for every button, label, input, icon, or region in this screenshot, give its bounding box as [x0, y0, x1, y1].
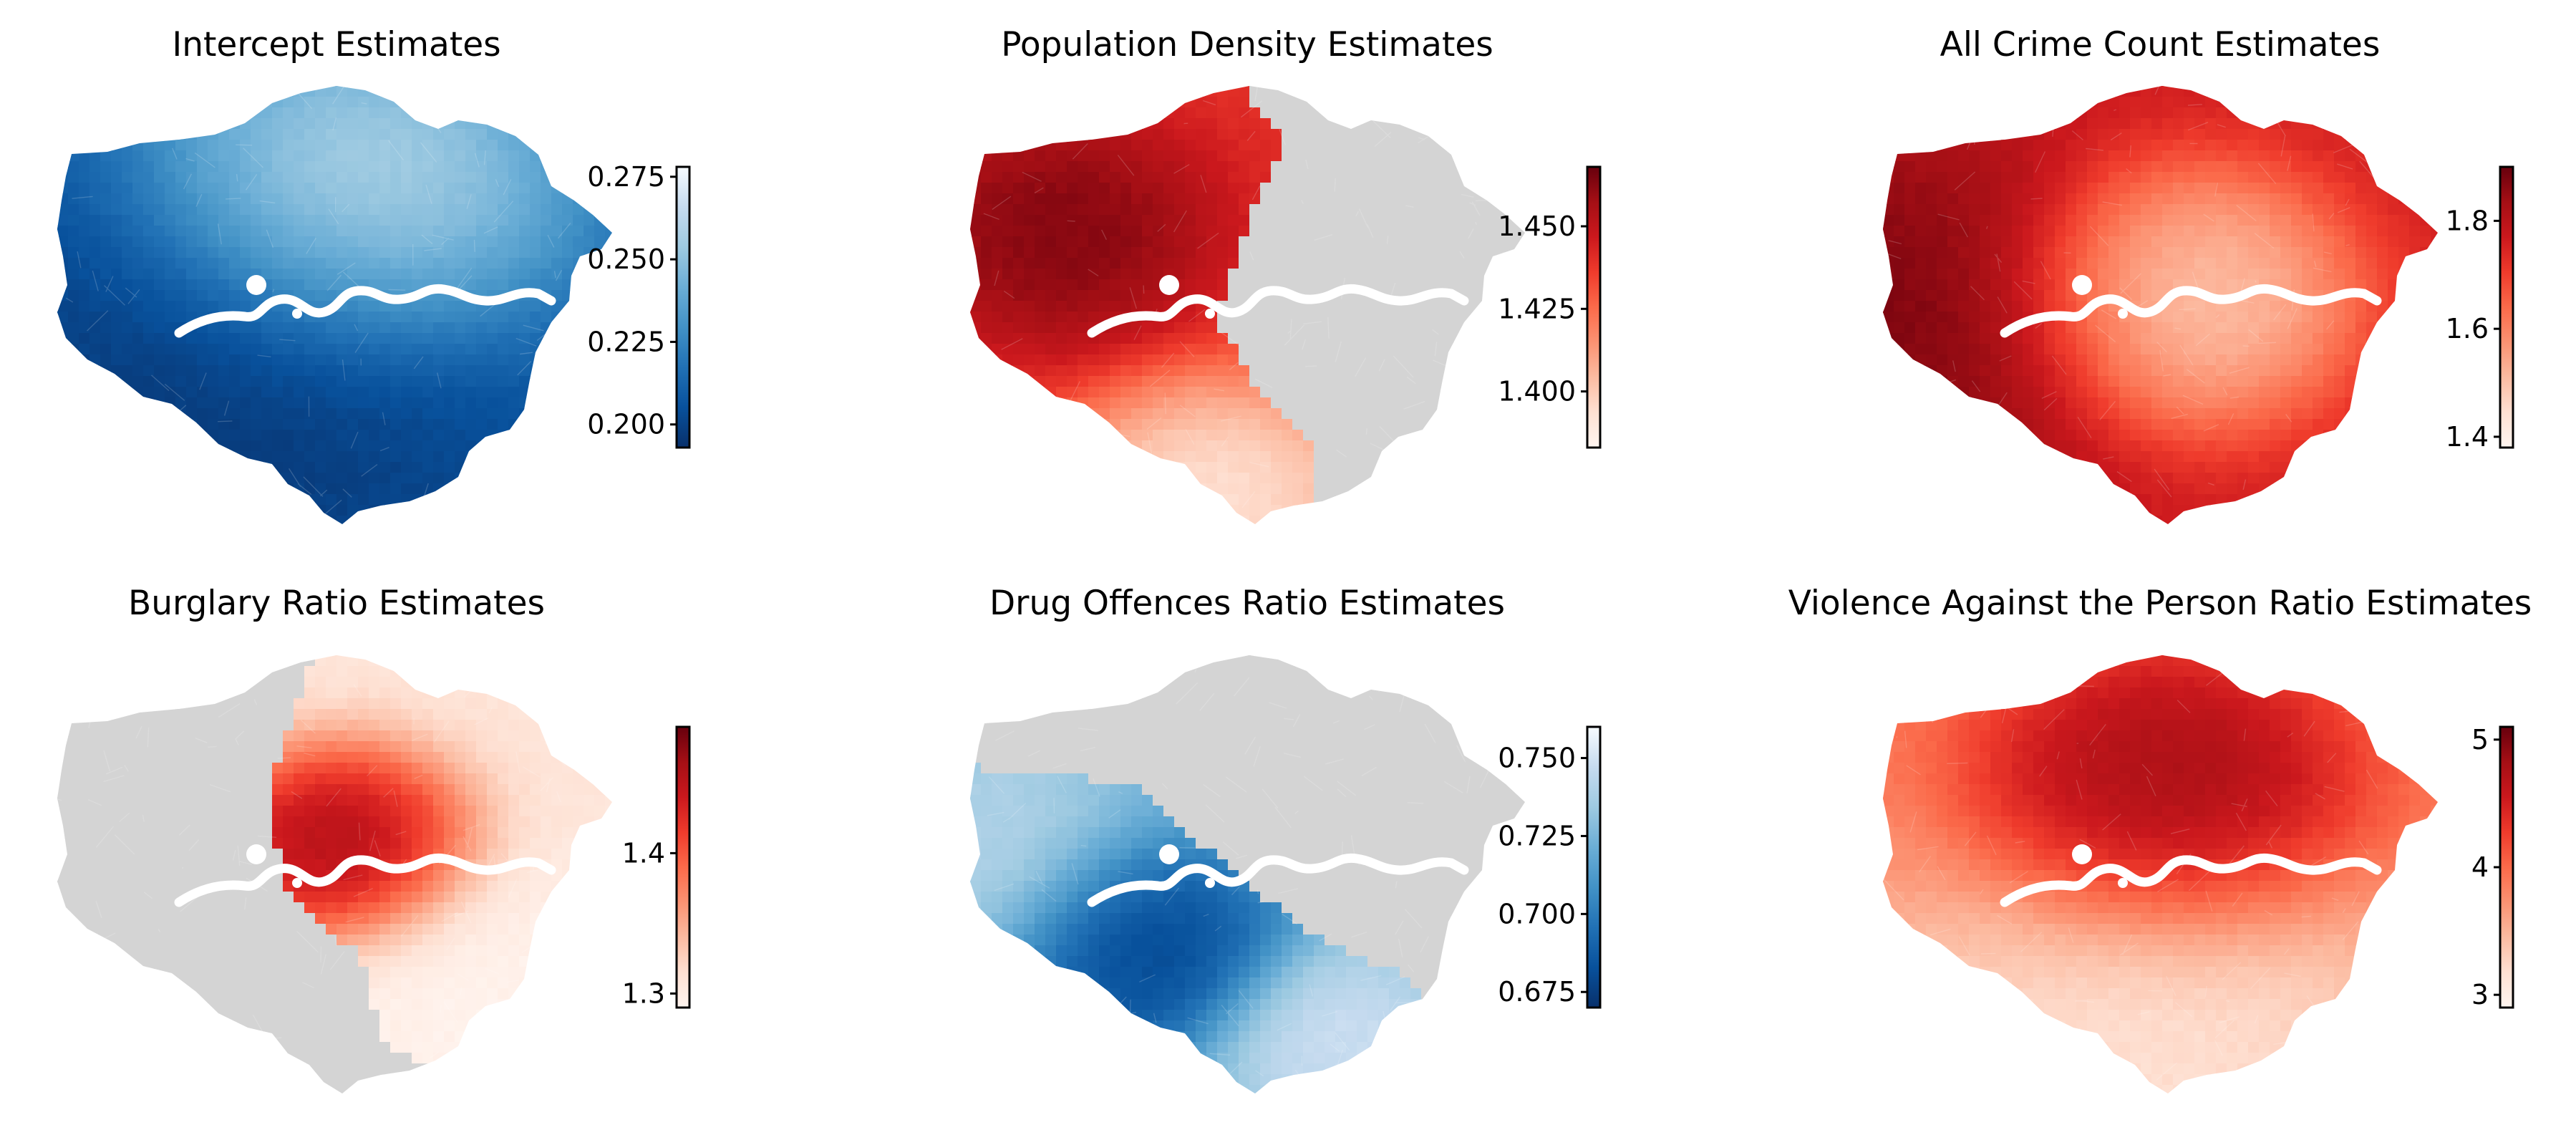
city-of-london-hole [2072, 844, 2092, 864]
colorbar-tick-label: 0.750 [1498, 743, 1576, 774]
colorbar-tick-label: 0.200 [587, 409, 665, 440]
colorbar-gradient [1587, 167, 1600, 448]
panel-title: Burglary Ratio Estimates [128, 584, 545, 623]
panel-population-density-estimates: Population Density Estimates 1.4001.4251… [970, 25, 1602, 524]
colorbar-tick-label: 1.4 [622, 837, 665, 869]
panel-burglary-ratio-estimates: Burglary Ratio Estimates 1.3 1.4 [57, 584, 691, 1093]
colorbar-frame [675, 165, 691, 449]
panel-title: Population Density Estimates [1001, 25, 1493, 64]
colorbar-tick-label: 1.400 [1498, 376, 1576, 407]
colorbar: 0.675 0.700 0.725 0.750 [1498, 725, 1602, 1009]
colorbar-gradient [1587, 727, 1600, 1008]
city-of-london-hole [1205, 878, 1215, 888]
map [970, 86, 1525, 524]
panel-drug-offences-ratio-estimates: Drug Offences Ratio Estimates 0.675 0.700… [970, 584, 1602, 1093]
colorbar-tick-label: 1.6 [2446, 313, 2489, 344]
colorbar-frame [1586, 725, 1602, 1009]
colorbar: 1.4 1.6 1.8 [2446, 165, 2514, 453]
colorbar-frame [675, 725, 691, 1009]
colorbar-tick-label: 1.8 [2446, 205, 2489, 236]
panel-title: Violence Against the Person Ratio Estima… [1788, 584, 2532, 623]
city-of-london-hole [292, 878, 302, 888]
panel-title: Intercept Estimates [172, 25, 500, 64]
city-of-london-hole [246, 844, 266, 864]
panel-all-crime-count-estimates: All Crime Count Estimates 1.4 1.6 1.8 [1883, 25, 2514, 524]
panel-title: Drug Offences Ratio Estimates [989, 584, 1505, 623]
map [970, 655, 1525, 1093]
colorbar-tick-label: 0.675 [1498, 976, 1576, 1008]
colorbar-tick-label: 0.250 [587, 243, 665, 275]
colorbar-tick-label: 5 [2471, 724, 2489, 755]
city-of-london-hole [1159, 275, 1179, 295]
colorbar-tick-label: 0.225 [587, 326, 665, 357]
colorbar-tick-label: 0.275 [587, 161, 665, 193]
thames-river [174, 284, 556, 338]
colorbar-tick-label: 1.3 [622, 977, 665, 1009]
city-of-london-hole [2118, 309, 2128, 319]
map [1883, 655, 2438, 1093]
colorbar-tick-label: 0.725 [1498, 820, 1576, 851]
city-of-london-hole [1205, 309, 1215, 319]
city-of-london-hole [2072, 275, 2092, 295]
colorbar-tick-label: 1.450 [1498, 211, 1576, 242]
city-of-london-hole [1159, 844, 1179, 864]
colorbar-tick-label: 4 [2471, 851, 2489, 883]
panel-violence-against-the-person-ratio-estimates: Violence Against the Person Ratio Estima… [1788, 584, 2532, 1093]
map [57, 86, 612, 524]
map [1883, 86, 2438, 524]
map [57, 655, 612, 1093]
thames-river [2000, 853, 2382, 907]
colorbar: 1.400 1.425 1.450 [1498, 165, 1602, 449]
colorbar: 3 4 5 [2471, 724, 2514, 1010]
colorbar: 1.3 1.4 [622, 725, 691, 1009]
colorbar-gradient [677, 727, 689, 1008]
thames-river [2000, 284, 2382, 338]
colorbar-gradient [2500, 167, 2513, 448]
thames-river [174, 853, 556, 907]
colorbar-frame [2499, 165, 2514, 449]
thames-river [1087, 284, 1469, 338]
panel-intercept-estimates: Intercept Estimates 0.200 0.225 0.250 0.275 [57, 25, 691, 524]
colorbar-tick-label: 0.700 [1498, 898, 1576, 930]
colorbar-gradient [677, 167, 689, 448]
thames-river [1087, 853, 1469, 907]
colorbar-frame [1586, 165, 1602, 449]
colorbar-gradient [2500, 727, 2513, 1008]
colorbar-tick-label: 1.425 [1498, 293, 1576, 324]
colorbar: 0.200 0.225 0.250 0.275 [587, 161, 691, 449]
panel-title: All Crime Count Estimates [1940, 25, 2381, 64]
city-of-london-hole [292, 309, 302, 319]
city-of-london-hole [2118, 878, 2128, 888]
city-of-london-hole [246, 275, 266, 295]
colorbar-tick-label: 1.4 [2446, 421, 2489, 453]
colorbar-tick-label: 3 [2471, 979, 2489, 1010]
